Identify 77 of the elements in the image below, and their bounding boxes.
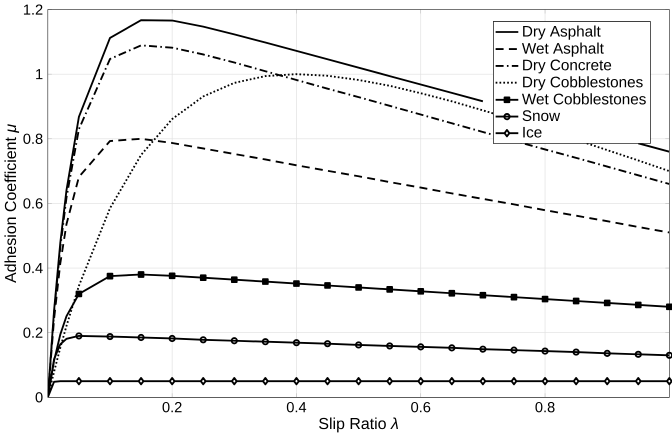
point [355,341,362,349]
y-tick-label: 0.6 [23,198,42,209]
point [604,377,611,386]
y-tick-label: 0.2 [23,328,42,338]
point [230,377,238,386]
point [417,377,424,386]
point [604,350,611,358]
point [572,377,580,386]
point [76,377,82,386]
point [542,377,548,386]
point [138,377,144,386]
point [634,350,642,358]
point [355,377,362,386]
point [168,335,176,342]
point [386,377,393,386]
legend-label: Wet Cobblestones [522,93,646,105]
y-tick-label: 1.2 [24,4,42,15]
legend-label: Wet Asphalt [522,42,604,57]
legend-label: Dry Cobblestones [523,76,643,91]
point [168,377,176,386]
y-tick-label: 0.4 [23,263,43,274]
point [262,338,269,346]
point [324,282,331,289]
point [541,348,549,355]
point [634,302,642,308]
point [572,348,580,356]
point [634,377,642,386]
point [293,280,300,287]
x-axis-title: Slip Ratio λ [319,418,398,432]
legend-label: Ice [523,127,542,138]
point [448,344,456,352]
point [75,332,82,340]
point [417,343,424,351]
point [510,377,518,386]
x-tick-label: 0.2 [162,402,182,412]
point [386,342,394,350]
point [138,271,144,278]
point [293,377,300,386]
point [510,346,518,354]
point [324,340,332,348]
point [542,296,548,303]
point [448,290,456,297]
x-tick-label: 0.4 [286,402,306,412]
y-tick-label: 0.8 [23,134,42,144]
x-tick-label: 0.8 [535,402,555,412]
point [137,334,145,342]
point [510,294,518,301]
point [230,276,238,284]
point [604,300,611,306]
y-tick-label: 1 [36,69,42,80]
point [106,272,114,280]
point [417,288,424,295]
point [480,377,486,386]
point [355,284,362,291]
legend-label: Snow [522,110,560,122]
point [262,278,269,286]
legend-label: Dry Asphalt [523,26,601,40]
point [230,337,238,344]
y-tick-label: 0 [36,392,43,403]
point [76,290,82,298]
point [200,377,207,386]
point [200,336,207,344]
legend-label: Dry Concrete [523,60,612,74]
point [480,292,486,299]
point [168,272,176,280]
point [200,274,207,282]
point [479,346,486,353]
point [106,377,114,386]
point [292,339,300,346]
y-axis-title: Adhesion Coefficient μ [4,124,20,284]
point [572,298,580,304]
point [106,333,114,340]
point [448,377,456,386]
point [324,377,331,386]
point [262,377,269,386]
x-tick-label: 0.6 [411,402,430,412]
point [386,286,393,293]
